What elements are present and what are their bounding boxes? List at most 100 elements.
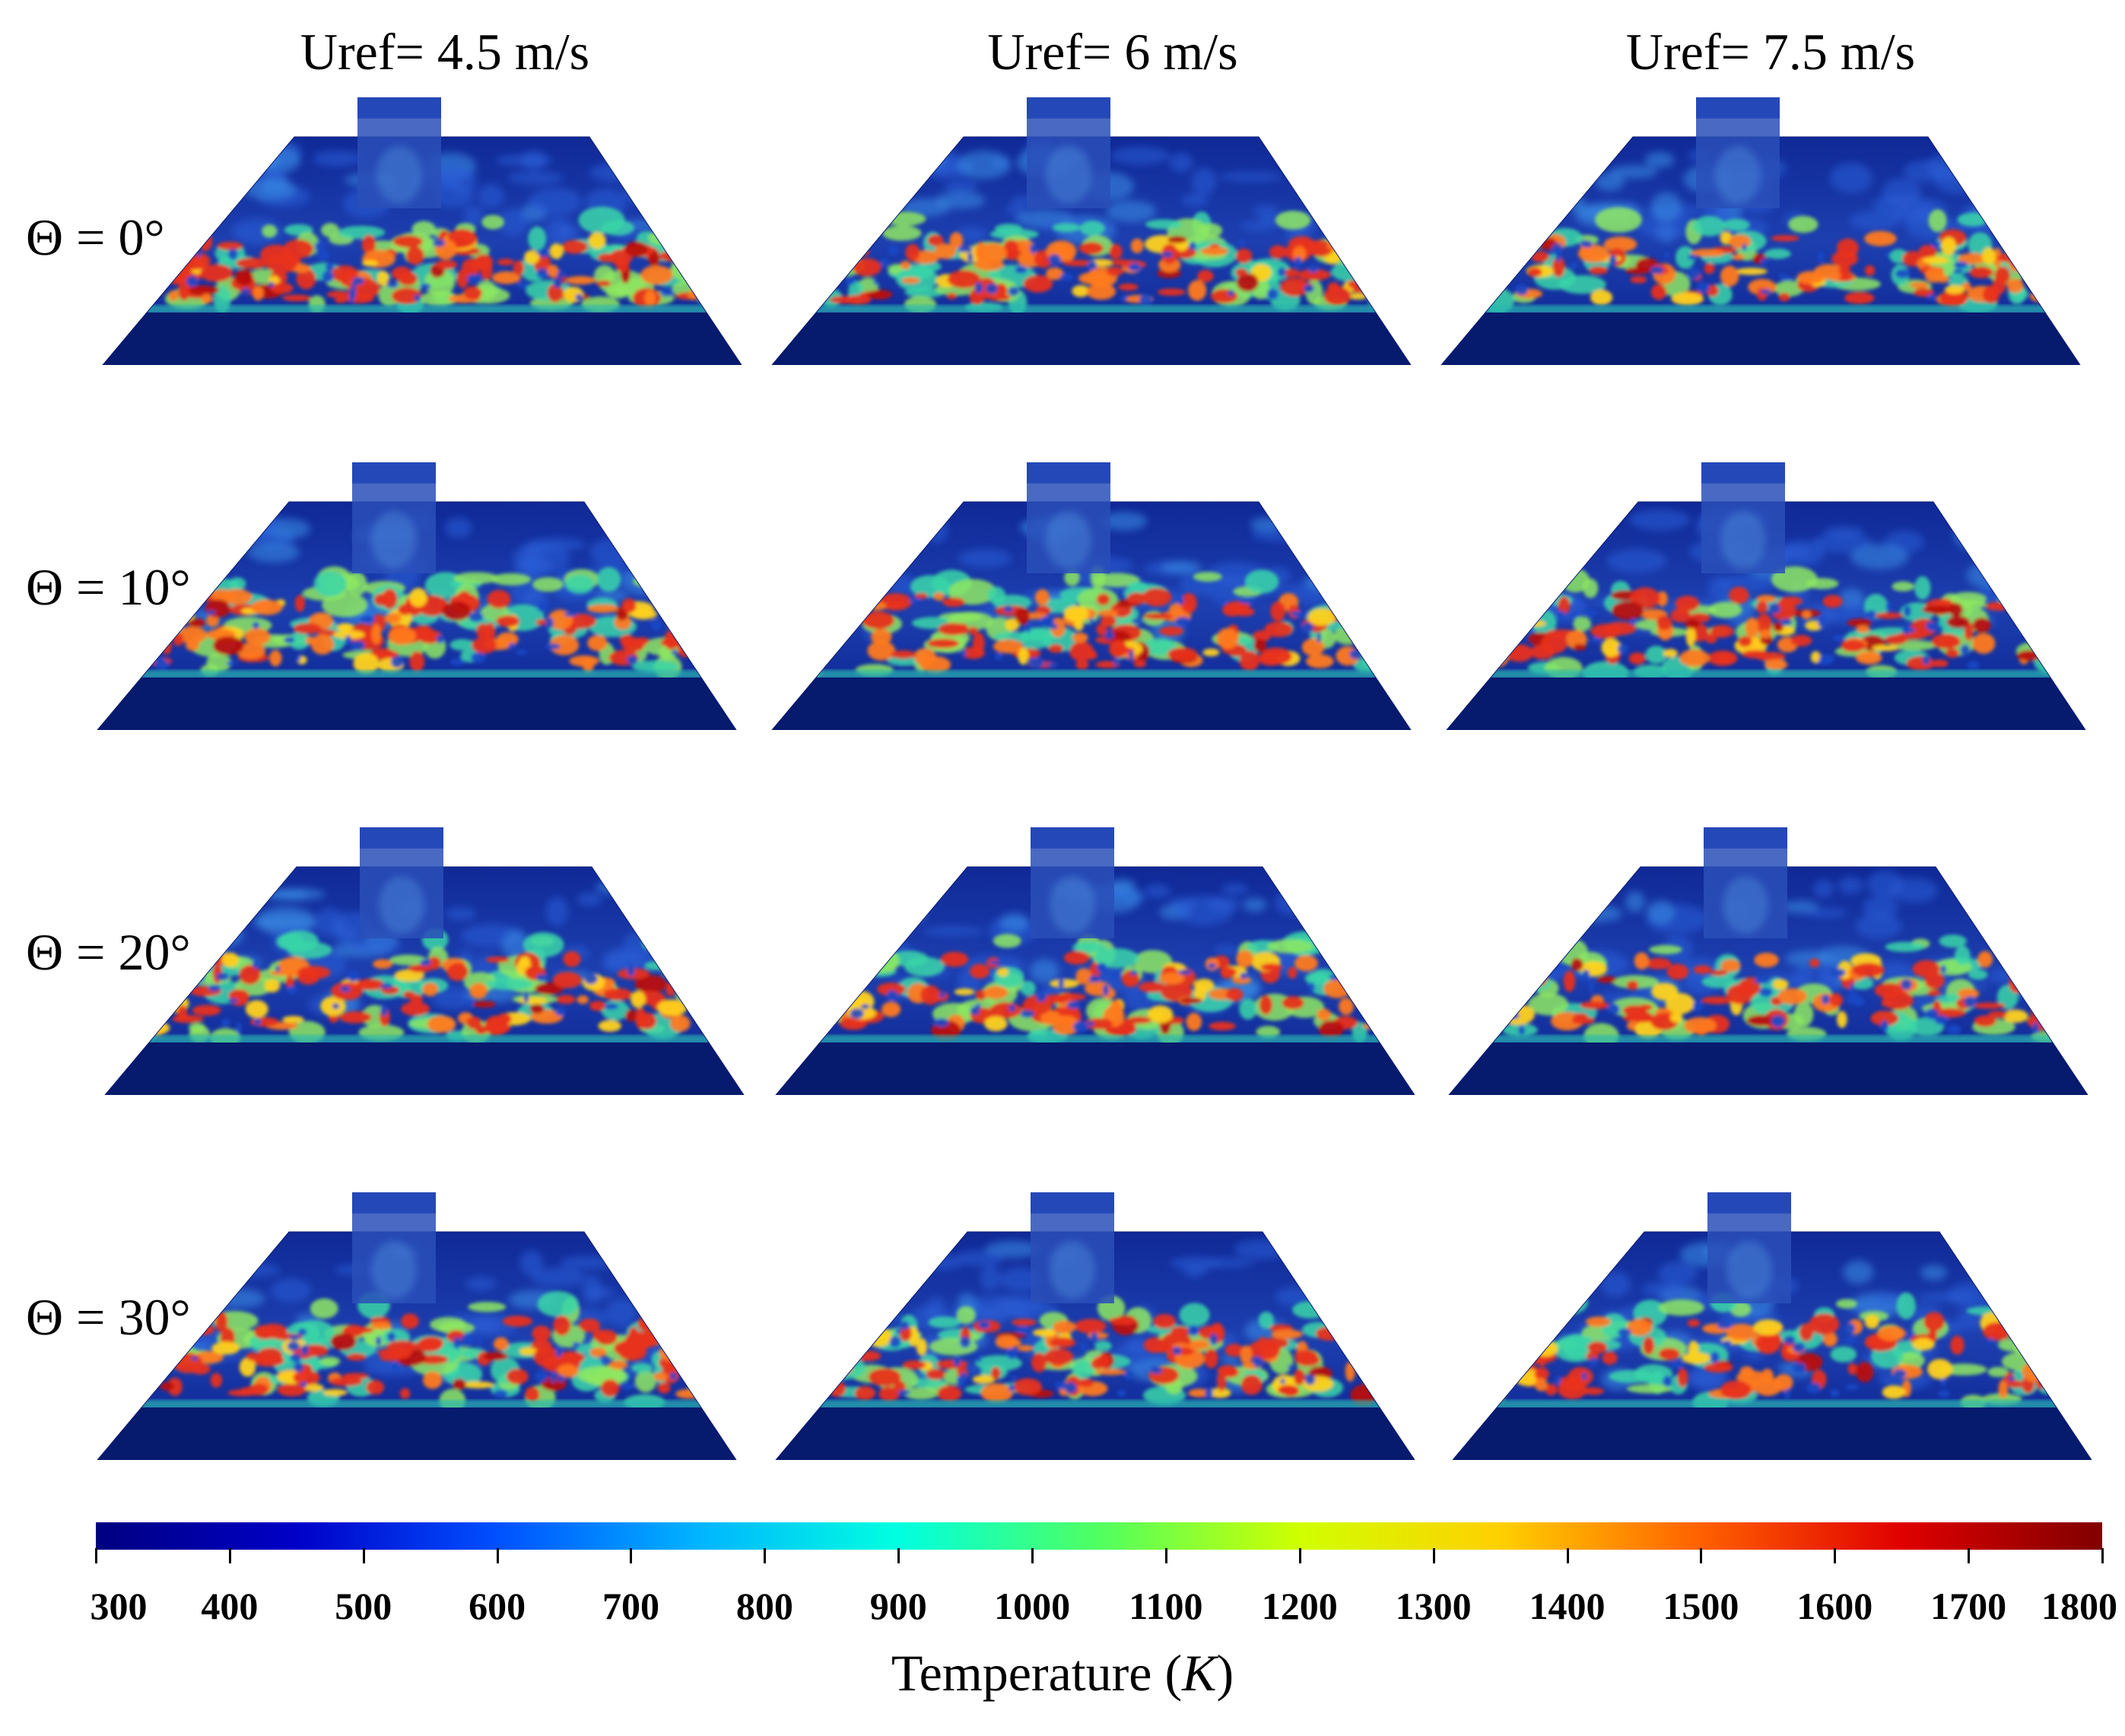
flame-halo	[532, 576, 564, 592]
flame-cell	[1745, 617, 1759, 638]
flame-hole	[1079, 1342, 1088, 1351]
cool-eddy	[204, 176, 233, 197]
flame-cell	[885, 601, 907, 609]
flame-cell	[1053, 1320, 1076, 1334]
flame-cell	[154, 987, 172, 994]
flame-halo	[689, 1324, 707, 1347]
cool-eddy	[1219, 172, 1282, 182]
flame-cell	[2029, 290, 2054, 303]
flame-hole	[1792, 1342, 1806, 1353]
flame-halo	[564, 574, 595, 595]
fuel-fringe	[772, 305, 1411, 314]
flame-cell	[221, 589, 253, 605]
obstacle-plume	[1715, 146, 1761, 204]
flame-cell	[329, 1377, 363, 1386]
flame-hole	[461, 1334, 475, 1345]
flame-hole	[967, 252, 974, 262]
flame-cell	[598, 1020, 621, 1032]
flame-cell	[1125, 1016, 1152, 1024]
flame-cell	[972, 632, 985, 654]
flame-cell	[810, 631, 831, 648]
flame-cell	[1656, 615, 1672, 630]
flame-cell	[881, 1001, 901, 1017]
flame-cell	[264, 979, 281, 993]
flame-hole	[1472, 239, 1481, 251]
flame-cell	[496, 615, 520, 627]
flame-hole	[886, 990, 898, 1001]
flame-hole	[1205, 1387, 1213, 1399]
flame-cell	[523, 249, 539, 265]
flame-hole	[873, 279, 878, 285]
flame-halo	[1239, 998, 1257, 1020]
flame-cell	[1534, 1367, 1549, 1381]
flame-cell	[1912, 1338, 1935, 1350]
colorbar-tick-label: 500	[335, 1585, 392, 1627]
flame-cell	[1683, 1017, 1717, 1034]
flame-cell	[1972, 617, 1991, 633]
flame-cell	[1293, 1369, 1306, 1385]
flame-cell	[480, 259, 493, 281]
flame-hole	[2017, 969, 2031, 975]
fuel-fringe	[772, 670, 1411, 679]
cool-eddy	[1508, 183, 1563, 205]
flame-halo	[1457, 235, 1477, 250]
flame-cell	[878, 1386, 900, 1402]
flame-cell	[810, 1376, 821, 1391]
flame-cell	[796, 1354, 817, 1373]
flame-cell	[1271, 1329, 1303, 1340]
flame-halo	[1094, 1341, 1112, 1352]
flame-hole	[1907, 1330, 1914, 1339]
flame-cell	[205, 599, 230, 618]
flame-cell	[265, 253, 298, 274]
flame-hole	[1059, 273, 1074, 281]
cool-eddy	[189, 881, 248, 906]
flame-cell	[326, 290, 351, 298]
flame-cell	[1746, 1014, 1776, 1027]
cool-eddy	[270, 1278, 312, 1303]
flame-hole	[1385, 277, 1399, 283]
cool-eddy	[248, 541, 300, 563]
flame-halo	[1634, 1364, 1673, 1384]
unburned-fuel-bed	[1449, 1043, 2088, 1095]
flame-cell	[535, 982, 564, 995]
flame-halo	[1142, 637, 1177, 656]
flame-cell	[168, 290, 179, 301]
flame-cell	[794, 997, 821, 1014]
flame-cell	[1558, 1375, 1587, 1391]
flame-halo	[1896, 1292, 1916, 1320]
column-title-uref-7-5: Uref= 7.5 m/s	[1625, 23, 1916, 81]
flame-cell	[1210, 289, 1238, 303]
flame-cell	[110, 615, 139, 630]
flame-cell	[1677, 1368, 1688, 1388]
flame-hole	[1885, 252, 1891, 258]
flame-cell	[1130, 238, 1144, 254]
cool-eddy	[1304, 573, 1339, 591]
flame-halo	[783, 247, 808, 265]
flame-cell	[221, 952, 240, 967]
flame-halo	[791, 238, 834, 255]
flame-halo	[136, 574, 160, 596]
flame-cell	[1464, 1350, 1485, 1371]
cool-eddy	[1313, 197, 1368, 221]
flame-hole	[1358, 625, 1365, 633]
flame-hole	[2017, 1322, 2025, 1335]
cool-eddy	[906, 897, 931, 912]
flame-hole	[350, 640, 366, 650]
flame-cell	[1355, 979, 1377, 998]
flame-cell	[1587, 1341, 1608, 1354]
flame-cell	[821, 985, 837, 998]
flame-halo	[127, 1327, 145, 1338]
flame-cell	[1074, 1319, 1107, 1334]
flame-cell	[800, 260, 813, 277]
flame-hole	[1006, 1347, 1018, 1360]
plate-outline	[1446, 501, 2086, 730]
flame-hole	[1472, 294, 1487, 303]
flame-hole	[1086, 1021, 1095, 1027]
flame-halo	[468, 1302, 507, 1312]
flame-hole	[347, 970, 360, 982]
flame-halo	[1361, 1300, 1409, 1318]
flame-hole	[414, 294, 421, 302]
flame-hole	[1590, 1357, 1597, 1367]
flame-halo	[411, 221, 436, 237]
